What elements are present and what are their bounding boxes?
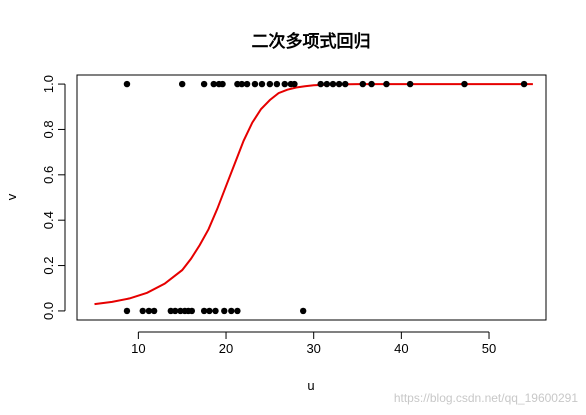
x-tick-label: 10 — [131, 341, 145, 356]
data-point — [335, 80, 343, 88]
y-tick-label: 0.6 — [41, 166, 56, 184]
x-tick-label: 50 — [482, 341, 496, 356]
y-tick-label: 0.2 — [41, 257, 56, 275]
data-point — [123, 80, 131, 88]
data-point — [359, 80, 366, 88]
data-point — [234, 80, 241, 88]
data-point — [273, 80, 281, 88]
data-point — [150, 307, 158, 315]
data-point — [219, 80, 226, 88]
data-point — [210, 80, 217, 88]
data-point — [251, 80, 259, 88]
x-axis-label: u — [307, 378, 314, 393]
data-point — [281, 80, 288, 88]
y-axis: 0.0 0.2 0.4 0.6 0.8 1.0 — [41, 75, 66, 320]
y-axis-label: v — [4, 193, 19, 200]
data-point — [200, 80, 208, 88]
data-point — [234, 307, 241, 315]
data-point — [266, 80, 274, 88]
data-point — [461, 80, 468, 88]
data-point — [299, 307, 307, 315]
data-point — [329, 80, 337, 88]
data-point — [228, 307, 235, 315]
data-point — [167, 307, 174, 315]
y-tick-label: 0.8 — [41, 120, 56, 138]
data-point — [188, 307, 196, 315]
watermark: https://blog.csdn.net/qq_19600291 — [394, 391, 578, 405]
data-point — [317, 80, 324, 88]
x-axis: 10 20 30 40 50 — [131, 331, 496, 356]
x-tick-label: 40 — [394, 341, 408, 356]
data-point — [238, 80, 246, 88]
data-point — [291, 80, 298, 88]
y-tick-label: 1.0 — [41, 75, 56, 93]
data-point — [243, 80, 251, 88]
data-point — [200, 307, 208, 315]
x-tick-label: 20 — [219, 341, 233, 356]
data-point — [323, 80, 331, 88]
data-point — [139, 307, 146, 315]
data-point — [221, 307, 228, 315]
data-point — [368, 80, 375, 88]
data-point — [212, 307, 219, 315]
data-point — [383, 80, 390, 88]
data-point — [206, 307, 213, 315]
data-point — [406, 80, 414, 88]
plot-frame — [76, 74, 547, 321]
x-tick-label: 30 — [306, 341, 320, 356]
data-point — [178, 80, 186, 88]
y-tick-label: 0.0 — [41, 302, 56, 320]
chart-title: 二次多项式回归 — [252, 31, 371, 52]
data-point — [342, 80, 349, 88]
data-points — [123, 80, 528, 315]
data-point — [145, 307, 153, 315]
fit-curve — [94, 83, 533, 306]
data-point — [177, 307, 184, 315]
y-tick-label: 0.4 — [41, 211, 56, 229]
data-point — [171, 307, 179, 315]
data-point — [123, 307, 131, 315]
data-point — [258, 80, 266, 88]
data-point — [520, 80, 528, 88]
